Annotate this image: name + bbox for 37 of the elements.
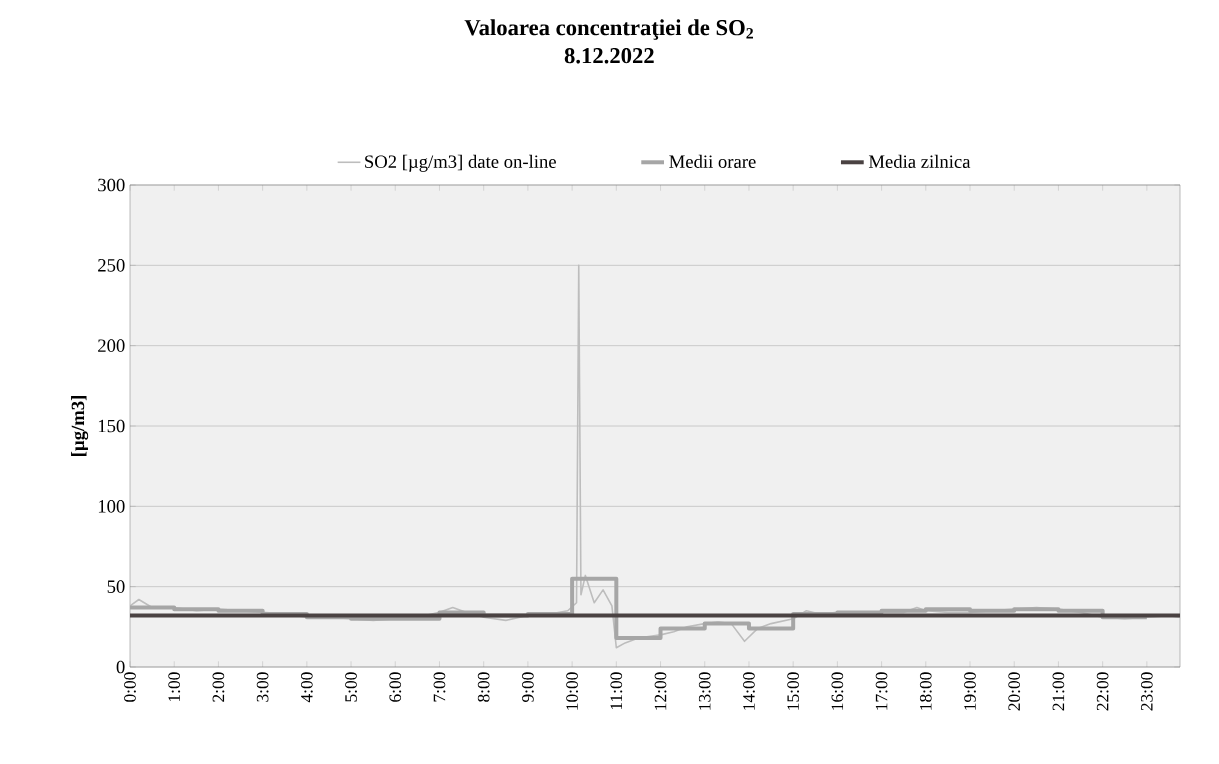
chart-title: Valoarea concentraţiei de SO$_{2}$: [464, 19, 753, 40]
x-tick-label: 17:00: [875, 672, 888, 710]
legend-label: Media zilnica: [868, 154, 971, 168]
x-tick-label: 13:00: [698, 672, 711, 710]
x-tick-label: 18:00: [919, 672, 932, 710]
legend-label: Medii orare: [669, 154, 756, 168]
x-tick-label: 19:00: [964, 672, 976, 710]
x-tick-label: 1:00: [168, 672, 181, 701]
x-tick-label: 10:00: [566, 672, 579, 710]
x-tick-label: 12:00: [654, 672, 667, 710]
x-tick-label: 6:00: [389, 672, 402, 702]
y-tick-label: 50: [107, 580, 125, 593]
x-tick-label: 23:00: [1140, 672, 1153, 711]
x-tick-label: 9:00: [522, 672, 534, 702]
y-tick-label: 150: [98, 419, 125, 433]
x-tick-label: 11:00: [610, 672, 623, 710]
y-tick-label: 0: [116, 660, 125, 674]
x-tick-label: 21:00: [1052, 672, 1065, 711]
x-tick-label: 7:00: [433, 672, 446, 702]
y-tick-label: 200: [98, 339, 125, 352]
legend-label: SO2 [µg/m3] date on-line: [365, 154, 556, 172]
x-tick-label: 3:00: [256, 672, 269, 702]
x-tick-label: 4:00: [300, 672, 313, 703]
y-tick-label: 300: [98, 178, 125, 192]
x-tick-label: 2:00: [212, 672, 225, 702]
x-tick-label: 5:00: [345, 672, 357, 702]
y-axis-title: [µg/m3]: [71, 396, 89, 456]
x-tick-label: 0:00: [124, 672, 136, 702]
x-tick-label: 22:00: [1096, 672, 1109, 711]
y-tick-label: 250: [98, 259, 125, 272]
chart-subtitle: 8.12.2022: [564, 48, 654, 64]
x-tick-label: 14:00: [743, 672, 755, 710]
y-tick-label: 100: [98, 500, 125, 513]
x-tick-label: 20:00: [1008, 672, 1021, 711]
x-tick-label: 16:00: [831, 672, 844, 710]
x-tick-label: 8:00: [477, 672, 490, 702]
x-tick-label: 15:00: [787, 672, 800, 710]
